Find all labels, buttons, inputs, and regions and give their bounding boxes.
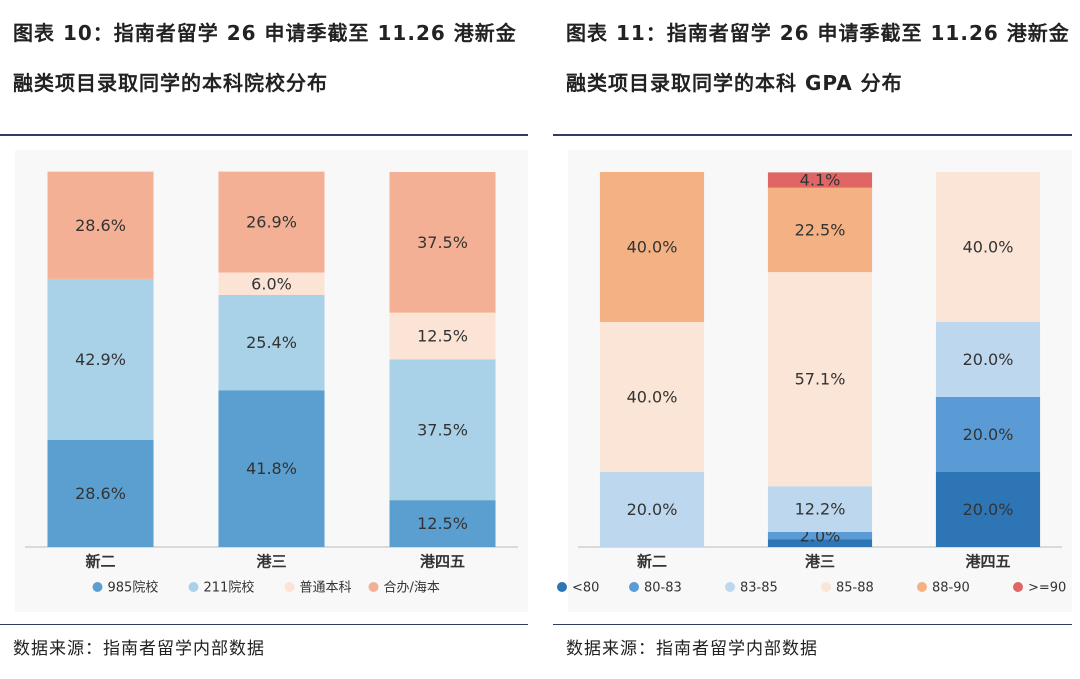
data-label: 40.0%	[627, 238, 678, 257]
data-label: 22.5%	[795, 220, 846, 239]
data-label: 41.8%	[246, 459, 297, 478]
bar-segment	[389, 172, 496, 313]
data-label: 12.5%	[417, 327, 468, 346]
bar-segment	[935, 397, 1041, 472]
legend-label: 211院校	[204, 580, 255, 596]
x-tick-label: 港三	[805, 553, 835, 571]
bar-segment	[599, 172, 705, 322]
legend-swatch	[917, 582, 927, 592]
source-note: 数据来源：指南者留学内部数据	[566, 639, 818, 659]
bar-segment	[935, 472, 1041, 547]
chart-title: 图表 11：指南者留学 26 申请季截至 11.26 港新金融类项目录取同学的本…	[566, 21, 1070, 95]
bar-segment	[218, 390, 325, 547]
data-label: 12.5%	[417, 514, 468, 533]
legend-label: 普通本科	[300, 581, 352, 596]
x-tick-label: 港三	[256, 553, 286, 571]
source-note: 数据来源：指南者留学内部数据	[13, 639, 265, 659]
data-label: 57.1%	[795, 370, 846, 389]
data-label: 20.0%	[963, 350, 1014, 369]
legend-label: 合办/海本	[384, 581, 440, 596]
data-label: 4.1%	[800, 171, 841, 190]
legend-swatch	[284, 582, 295, 592]
legend-swatch	[188, 582, 199, 592]
legend-swatch	[368, 582, 379, 592]
data-label: 42.9%	[75, 350, 126, 369]
bar-segment	[47, 278, 154, 440]
data-label: 28.6%	[75, 484, 126, 503]
bar-segment	[599, 322, 705, 472]
data-label: 6.0%	[251, 274, 292, 293]
data-label: 25.4%	[246, 333, 297, 352]
bar-segment	[599, 472, 705, 547]
x-tick-label: 港四五	[965, 553, 1010, 571]
chart-title: 图表 10：指南者留学 26 申请季截至 11.26 港新金融类项目录取同学的本…	[13, 21, 517, 95]
legend-label: 83-85	[740, 581, 778, 596]
data-label: 28.6%	[75, 216, 126, 235]
bar-segment	[47, 439, 154, 547]
legend-swatch	[1013, 582, 1023, 592]
bar-segment	[218, 171, 325, 273]
legend-label: 985院校	[108, 580, 159, 596]
data-label: 37.5%	[417, 420, 468, 439]
bar-segment	[767, 172, 873, 188]
data-label: 20.0%	[627, 500, 678, 519]
legend-swatch	[629, 582, 639, 592]
bar-segment	[767, 539, 873, 547]
bar-segment	[935, 172, 1041, 322]
bar-segment	[389, 312, 496, 360]
data-label: 40.0%	[627, 388, 678, 407]
bar-segment	[389, 359, 496, 501]
data-label: 20.0%	[963, 425, 1014, 444]
bar-segment	[47, 171, 154, 279]
data-label: 40.0%	[963, 238, 1014, 257]
data-label: 20.0%	[963, 500, 1014, 519]
title-rule	[0, 134, 528, 136]
bar-segment	[389, 500, 496, 547]
x-tick-label: 新二	[637, 553, 667, 571]
legend-swatch	[92, 582, 103, 592]
legend-label: >=90	[1028, 581, 1066, 596]
bar-segment	[767, 532, 873, 540]
legend-swatch	[821, 582, 831, 592]
legend-label: <80	[572, 581, 599, 596]
legend-label: 85-88	[836, 581, 874, 596]
bar-segment	[767, 272, 873, 487]
title-rule	[553, 134, 1072, 136]
x-tick-label: 港四五	[420, 553, 465, 571]
bar-segment	[218, 295, 325, 391]
bar-segment	[218, 272, 325, 295]
legend-label: 88-90	[932, 581, 970, 596]
bar-segment	[767, 486, 873, 532]
legend-label: 80-83	[644, 581, 682, 596]
bar-segment	[767, 187, 873, 273]
data-label: 37.5%	[417, 233, 468, 252]
legend-swatch	[557, 582, 567, 592]
bar-segment	[935, 322, 1041, 397]
source-rule	[553, 624, 1072, 625]
x-tick-label: 新二	[85, 553, 115, 571]
data-label: 26.9%	[246, 213, 297, 232]
data-label: 12.2%	[795, 500, 846, 519]
source-rule	[0, 624, 528, 625]
legend-swatch	[725, 582, 735, 592]
